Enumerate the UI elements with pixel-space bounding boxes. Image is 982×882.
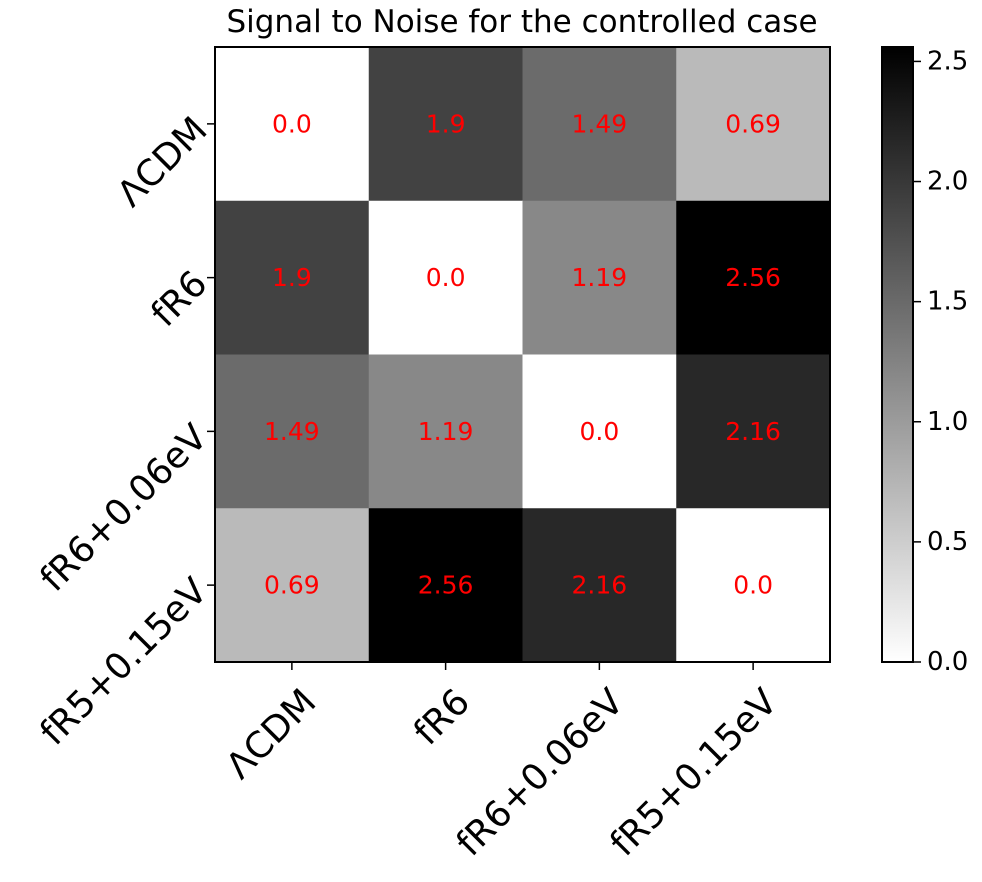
cell-value-label: 0.69 bbox=[264, 571, 320, 600]
heatmap-cell bbox=[368, 200, 523, 355]
colorbar-tick-label: 1.5 bbox=[927, 287, 968, 317]
colorbar-tick-label: 1.0 bbox=[927, 407, 968, 437]
plot-frame bbox=[214, 46, 831, 663]
cell-value-label: 0.0 bbox=[272, 109, 312, 138]
colorbar-ticks: 0.0 0.5 1.0 1.5 2.0 2.5 bbox=[913, 46, 968, 677]
y-tick-label: ΛCDM bbox=[110, 109, 216, 215]
cell-value-label: 0.69 bbox=[725, 109, 781, 138]
y-tick-label: fR6 bbox=[144, 263, 216, 335]
cell-value-label: 1.19 bbox=[572, 263, 628, 292]
heatmap-cell bbox=[522, 200, 677, 355]
colorbar-gradient bbox=[882, 47, 913, 662]
cell-value-label: 1.19 bbox=[418, 417, 474, 446]
cell-value-label: 0.0 bbox=[579, 417, 619, 446]
heatmap-cell bbox=[676, 508, 831, 663]
x-tick-label: ΛCDM bbox=[219, 681, 325, 787]
cell-value-label: 1.9 bbox=[426, 109, 466, 138]
cell-value-label: 1.9 bbox=[272, 263, 312, 292]
colorbar-tick-label: 2.5 bbox=[927, 46, 968, 76]
heatmap-cell bbox=[522, 47, 677, 202]
cell-value-label: 2.56 bbox=[418, 571, 474, 600]
heatmap-cell bbox=[215, 508, 370, 663]
heatmap-cell bbox=[522, 508, 677, 663]
heatmap-cell bbox=[215, 200, 370, 355]
colorbar-tick-label: 0.5 bbox=[927, 527, 968, 557]
cell-value-label: 1.49 bbox=[572, 109, 628, 138]
cell-value-label: 1.49 bbox=[264, 417, 320, 446]
heatmap-cell bbox=[368, 354, 523, 509]
heatmap-cell bbox=[676, 354, 831, 509]
cell-value-label: 2.16 bbox=[572, 571, 628, 600]
heatmap-cell-labels: 0.0 1.9 1.49 0.69 1.9 0.0 1.19 2.56 1.49 1.19 0.0 2… bbox=[264, 109, 781, 599]
heatmap-cell bbox=[676, 47, 831, 202]
cell-value-label: 2.56 bbox=[725, 263, 781, 292]
colorbar: 0.0 0.5 1.0 1.5 2.0 2.5 bbox=[881, 46, 968, 677]
chart-title: Signal to Noise for the controlled case bbox=[226, 4, 817, 40]
heatmap-cell bbox=[368, 508, 523, 663]
cell-value-label: 0.0 bbox=[733, 571, 773, 600]
heatmap-cell bbox=[368, 47, 523, 202]
colorbar-frame bbox=[881, 46, 914, 663]
heatmap-cells bbox=[215, 47, 831, 663]
heatmap-cell bbox=[522, 354, 677, 509]
x-tick-label: fR5+0.15eV bbox=[603, 681, 786, 864]
y-tick-label: fR6+0.06eV bbox=[33, 417, 216, 600]
cell-value-label: 0.0 bbox=[426, 263, 466, 292]
x-tick-label: fR6 bbox=[406, 681, 478, 753]
colorbar-tick-label: 2.0 bbox=[927, 167, 968, 197]
cell-value-label: 2.16 bbox=[725, 417, 781, 446]
heatmap-cell bbox=[215, 47, 370, 202]
heatmap-cell bbox=[215, 354, 370, 509]
colorbar-tick-label: 0.0 bbox=[927, 647, 968, 677]
heatmap-cell bbox=[676, 200, 831, 355]
